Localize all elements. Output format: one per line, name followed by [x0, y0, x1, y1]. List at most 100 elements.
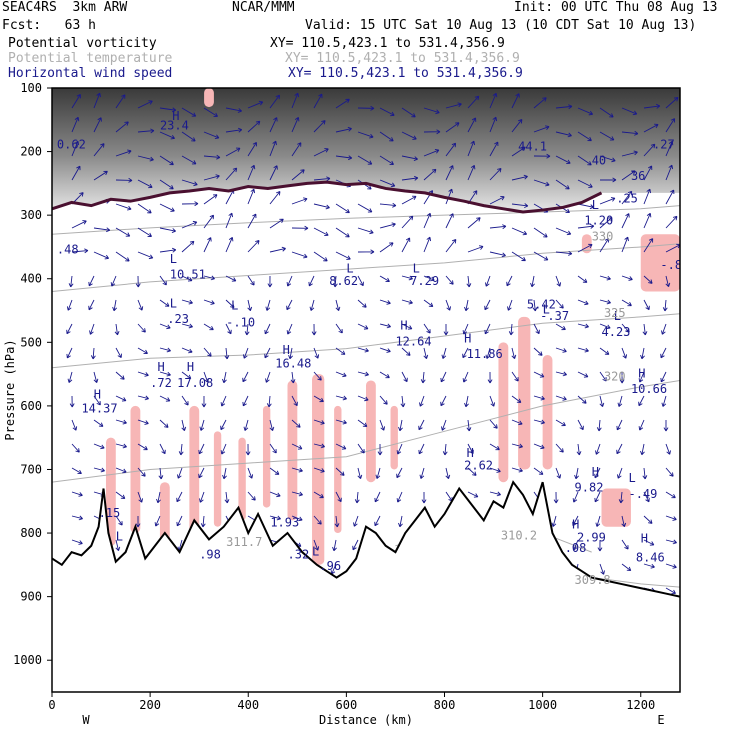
contour-annotation: L — [170, 252, 177, 266]
wind-vector — [291, 467, 303, 473]
wind-vector — [286, 275, 293, 287]
terrain-line — [52, 480, 680, 598]
wind-vector — [577, 107, 594, 116]
wind-vector — [115, 347, 122, 359]
contour-annotation: H — [283, 343, 290, 357]
wind-vector — [115, 491, 126, 499]
wind-vector — [616, 419, 623, 431]
wind-vector — [176, 515, 183, 527]
wind-vector — [621, 539, 629, 550]
wind-vector — [423, 347, 429, 360]
contour-annotation: 4.23 — [602, 325, 631, 339]
wind-vector — [137, 323, 146, 333]
wind-vector — [352, 539, 359, 551]
pv-shaded-region — [390, 405, 398, 470]
theta-contour — [52, 243, 680, 292]
wind-vector — [335, 467, 345, 476]
wind-vector — [577, 347, 589, 353]
wind-vector — [313, 176, 331, 182]
contour-annotation: .15 — [99, 506, 121, 520]
wind-vector — [511, 251, 526, 262]
wind-vector — [335, 491, 342, 503]
wind-vector — [269, 246, 286, 253]
wind-vector — [201, 395, 207, 408]
wind-vector — [621, 150, 638, 157]
x-tick-label: 400 — [237, 698, 259, 712]
wind-vector — [353, 515, 359, 527]
contour-annotation: 0.62 — [57, 137, 86, 151]
contour-annotation: L — [346, 261, 353, 275]
wind-vector — [225, 107, 242, 113]
wind-vector — [619, 371, 625, 384]
contour-annotation: L — [170, 296, 177, 310]
wind-vector — [71, 116, 80, 133]
wind-vector — [532, 299, 538, 312]
wind-vector — [88, 275, 95, 287]
wind-vector — [489, 224, 507, 230]
wind-vector — [291, 116, 300, 133]
contour-annotation: 11.86 — [467, 347, 503, 361]
wind-vector — [269, 515, 281, 521]
pv-shaded-region — [204, 88, 214, 108]
wind-vector — [665, 515, 677, 521]
contour-annotation: 44.1 — [518, 139, 547, 153]
wind-vector — [137, 419, 149, 425]
wind-vector — [421, 491, 427, 504]
theta-contour — [52, 205, 680, 235]
contour-annotation: H — [464, 331, 471, 345]
wind-vector — [555, 443, 564, 453]
wind-vector — [269, 94, 280, 109]
wind-vector — [158, 467, 164, 480]
wind-vector — [66, 347, 73, 359]
wind-vector — [137, 100, 153, 109]
wind-vector — [203, 371, 209, 383]
wind-vector — [577, 203, 594, 210]
wind-vector — [379, 155, 394, 165]
wind-vector — [533, 125, 550, 133]
wind-vector — [401, 275, 413, 281]
wind-vector — [665, 140, 674, 157]
wind-vector — [401, 107, 416, 118]
wind-vector — [374, 491, 381, 503]
wind-vector — [445, 213, 454, 229]
y-tick-label: 600 — [20, 399, 42, 413]
wind-vector — [225, 236, 234, 253]
wind-vector — [467, 443, 474, 455]
wind-vector — [445, 102, 462, 109]
wind-vector — [489, 467, 501, 473]
wind-vector — [638, 395, 645, 407]
wind-vector — [577, 299, 589, 306]
wind-vector — [115, 121, 129, 133]
wind-vector — [181, 201, 199, 207]
wind-vector — [225, 127, 243, 133]
wind-vector — [462, 347, 469, 359]
wind-vector — [115, 371, 125, 380]
theta-label: 330 — [592, 230, 614, 244]
wind-vector — [225, 323, 232, 335]
wind-vector — [114, 323, 120, 336]
wind-vector — [577, 131, 592, 142]
wind-vector — [577, 179, 593, 188]
wind-vector — [572, 515, 579, 527]
wind-vector — [291, 225, 309, 231]
wind-vector — [313, 227, 329, 237]
wind-vector — [137, 155, 154, 162]
wind-vector — [71, 491, 83, 497]
wind-vector — [71, 140, 80, 157]
wind-vector — [68, 275, 74, 288]
x-east-label: E — [657, 713, 664, 727]
contour-annotation: 16.48 — [275, 357, 311, 371]
wind-vector — [621, 515, 627, 528]
wind-vector — [242, 371, 249, 383]
wind-vector — [577, 371, 589, 378]
wind-vector — [445, 238, 457, 253]
wind-vector — [199, 419, 205, 431]
wind-vector — [533, 179, 550, 187]
wind-vector — [203, 347, 212, 357]
wind-vector — [599, 238, 610, 253]
wind-vector — [269, 443, 277, 454]
wind-vector — [269, 419, 275, 431]
field-theta-name: Potential temperature — [8, 51, 173, 66]
wind-vector — [572, 539, 579, 551]
wind-vector — [533, 97, 547, 109]
